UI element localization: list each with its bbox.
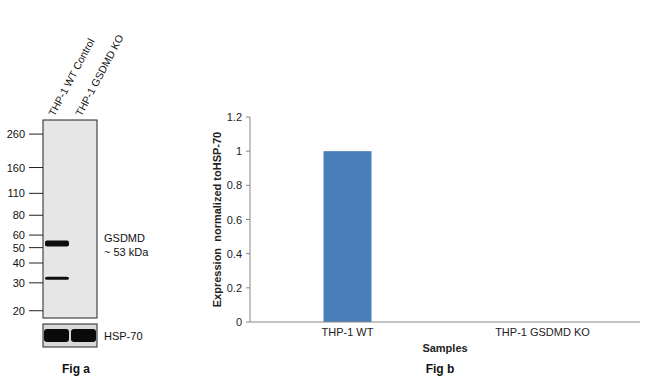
y-axis [250,117,251,322]
marker-tick [29,215,43,216]
marker-tick [29,263,43,264]
y-tick [246,322,250,323]
marker-tick [29,282,43,283]
y-tick-label: 0 [236,316,242,328]
membrane [43,120,97,318]
bar [324,151,372,322]
y-label: Expression normalized toHSP-70 [211,132,223,307]
y-tick [246,151,250,152]
y-tick [246,253,250,254]
y-tick-label: 0.8 [227,179,242,191]
marker-label: 160 [7,162,25,174]
marker-label: 60 [13,229,25,241]
y-tick [246,185,250,186]
marker-label: 40 [13,257,25,269]
marker-label: 110 [7,187,25,199]
marker-tick [29,310,43,311]
band [45,277,69,280]
marker-tick [29,167,43,168]
loading-name: HSP-70 [104,330,143,342]
marker-label: 20 [13,305,25,317]
y-tick [246,219,250,220]
loading-band [44,329,69,342]
y-tick-label: 0.4 [227,248,242,260]
figure: THP-1 WT ControlTHP-1 GSDMD KO2601601108… [0,0,650,382]
marker-label: 30 [13,277,25,289]
x-axis [250,322,640,323]
x-tick-label: THP-1 GSDMD KO [495,326,590,338]
y-tick-label: 0.6 [227,214,242,226]
y-tick [246,117,250,118]
target-name: GSDMD [104,232,145,244]
caption: Fig b [426,362,455,376]
y-tick-label: 1.2 [227,111,242,123]
loading-membrane [43,324,97,347]
caption: Fig a [62,362,90,376]
bars [324,151,372,322]
band [45,241,69,247]
y-tick-label: 1 [236,145,242,157]
lane-label: THP-1 GSDMD KO [73,32,126,117]
marker-tick [29,193,43,194]
marker-label: 260 [7,128,25,140]
marker-tick [29,235,43,236]
y-tick [246,287,250,288]
marker-tick [29,134,43,135]
y-tick-label: 0.2 [227,282,242,294]
bands [45,241,69,280]
x-tick-label: THP-1 WT [322,326,374,338]
marker-label: 50 [13,242,25,254]
target-size: ~ 53 kDa [104,246,149,258]
x-label: Samples [422,342,467,354]
marker-tick [29,247,43,248]
marker-label: 80 [13,209,25,221]
loading-band [71,329,96,342]
